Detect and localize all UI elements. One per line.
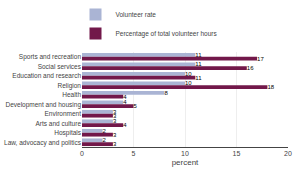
svg-text:Volunteer rate: Volunteer rate bbox=[116, 11, 157, 18]
svg-text:18: 18 bbox=[267, 84, 274, 90]
svg-text:15: 15 bbox=[233, 150, 241, 157]
svg-text:Law, advocacy and politics: Law, advocacy and politics bbox=[4, 139, 82, 147]
svg-text:Development and housing: Development and housing bbox=[5, 101, 81, 109]
svg-text:Percentage of total volunteer: Percentage of total volunteer hours bbox=[116, 30, 218, 38]
svg-text:5: 5 bbox=[134, 103, 138, 109]
svg-text:0: 0 bbox=[80, 150, 84, 157]
svg-text:2: 2 bbox=[103, 137, 107, 143]
svg-text:3: 3 bbox=[113, 113, 117, 119]
svg-text:11: 11 bbox=[195, 61, 202, 67]
svg-text:5: 5 bbox=[132, 150, 136, 157]
svg-text:10: 10 bbox=[181, 150, 189, 157]
svg-text:4: 4 bbox=[123, 94, 127, 100]
svg-text:3: 3 bbox=[113, 118, 117, 124]
svg-text:16: 16 bbox=[247, 65, 254, 71]
svg-text:Hospitals: Hospitals bbox=[54, 129, 81, 137]
svg-text:2: 2 bbox=[103, 128, 107, 134]
svg-text:Arts and culture: Arts and culture bbox=[35, 120, 81, 127]
svg-text:Environment: Environment bbox=[45, 110, 82, 117]
svg-text:4: 4 bbox=[123, 122, 127, 128]
svg-text:Religion: Religion bbox=[58, 82, 82, 90]
svg-text:Health: Health bbox=[62, 91, 81, 98]
svg-text:17: 17 bbox=[257, 56, 264, 62]
svg-text:10: 10 bbox=[185, 80, 192, 86]
svg-text:11: 11 bbox=[195, 52, 202, 58]
svg-text:percent: percent bbox=[172, 158, 199, 167]
svg-text:20: 20 bbox=[284, 150, 292, 157]
svg-text:Education and research: Education and research bbox=[12, 72, 81, 79]
svg-text:Social services: Social services bbox=[38, 63, 82, 70]
svg-text:3: 3 bbox=[113, 141, 117, 147]
svg-text:8: 8 bbox=[164, 90, 168, 96]
svg-text:11: 11 bbox=[195, 75, 202, 81]
svg-text:3: 3 bbox=[113, 132, 117, 138]
svg-text:10: 10 bbox=[185, 71, 192, 77]
svg-text:Sports and recreation: Sports and recreation bbox=[19, 53, 82, 61]
svg-text:3: 3 bbox=[113, 109, 117, 115]
svg-text:4: 4 bbox=[123, 99, 127, 105]
